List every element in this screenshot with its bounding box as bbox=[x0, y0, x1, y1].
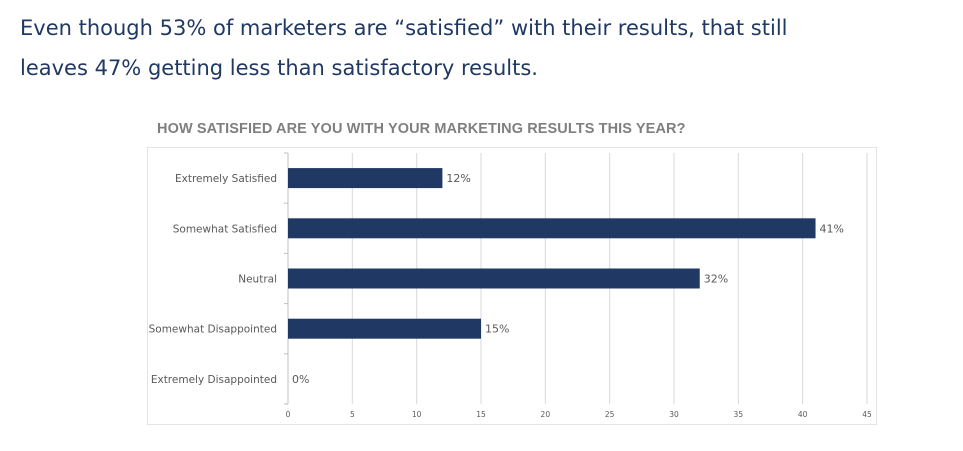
bar bbox=[288, 218, 816, 239]
chart-title: HOW SATISFIED ARE YOU WITH YOUR MARKETIN… bbox=[157, 121, 686, 137]
category-label: Somewhat Satisfied bbox=[173, 223, 277, 235]
data-label: 41% bbox=[820, 222, 844, 235]
data-label: 32% bbox=[704, 273, 728, 286]
data-label: 15% bbox=[485, 323, 509, 336]
x-tick-label: 20 bbox=[541, 410, 551, 419]
x-tick-label: 10 bbox=[412, 410, 422, 419]
x-tick-label: 25 bbox=[605, 410, 615, 419]
category-label: Extremely Satisfied bbox=[175, 173, 277, 185]
data-label: 0% bbox=[292, 373, 309, 386]
bar bbox=[288, 168, 443, 189]
data-label: 12% bbox=[446, 172, 470, 185]
headline: Even though 53% of marketers are “satisf… bbox=[20, 8, 940, 88]
x-tick-label: 0 bbox=[286, 410, 291, 419]
category-label: Somewhat Disappointed bbox=[149, 324, 277, 336]
x-tick-label: 30 bbox=[669, 410, 679, 419]
bar bbox=[288, 268, 700, 289]
x-tick-label: 35 bbox=[734, 410, 744, 419]
chart-frame bbox=[147, 147, 877, 425]
headline-line-2: leaves 47% getting less than satisfactor… bbox=[20, 56, 538, 80]
x-tick-label: 5 bbox=[350, 410, 355, 419]
x-tick-label: 15 bbox=[476, 410, 486, 419]
headline-line-1: Even though 53% of marketers are “satisf… bbox=[20, 16, 788, 40]
category-label: Extremely Disappointed bbox=[151, 374, 277, 386]
category-label: Neutral bbox=[238, 274, 277, 286]
x-tick-label: 45 bbox=[862, 410, 872, 419]
x-tick-label: 40 bbox=[798, 410, 808, 419]
bar bbox=[288, 318, 481, 339]
